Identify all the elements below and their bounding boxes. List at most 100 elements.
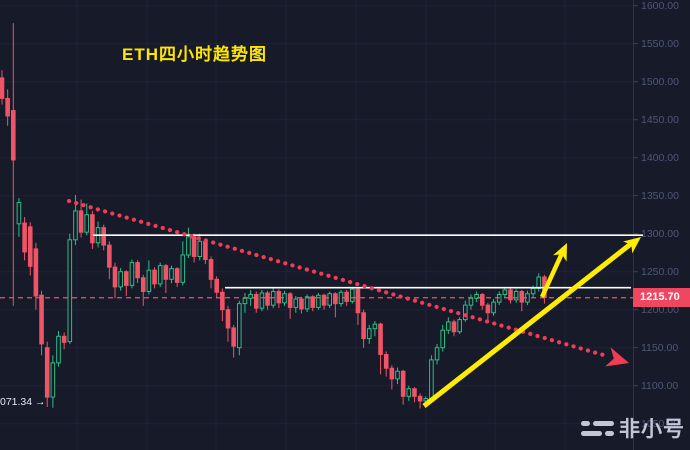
candle bbox=[502, 286, 508, 299]
candle bbox=[180, 241, 186, 286]
candle bbox=[361, 309, 366, 348]
candle bbox=[491, 299, 496, 316]
candle bbox=[146, 260, 152, 295]
price-axis-label: 1250.00 bbox=[641, 266, 679, 278]
candle bbox=[27, 222, 33, 276]
candle bbox=[22, 216, 27, 261]
candle bbox=[310, 295, 316, 312]
price-axis-label: 1100.00 bbox=[641, 380, 678, 392]
candle bbox=[78, 199, 84, 238]
candle bbox=[50, 355, 56, 408]
breakout-arrow-short-head bbox=[553, 243, 567, 262]
watermark-text: 非小号 bbox=[619, 418, 685, 441]
candle bbox=[519, 289, 525, 312]
candle bbox=[479, 292, 485, 310]
candle bbox=[400, 369, 406, 405]
candle bbox=[327, 291, 332, 309]
watermark: 非小号 bbox=[581, 413, 685, 443]
candle bbox=[11, 23, 16, 306]
candle bbox=[412, 387, 417, 403]
candle bbox=[304, 294, 310, 312]
candle bbox=[5, 89, 10, 126]
price-axis-label: 1050.00 bbox=[641, 418, 679, 430]
candle bbox=[434, 343, 440, 365]
candle bbox=[451, 319, 457, 337]
candle bbox=[33, 242, 39, 310]
candle bbox=[208, 256, 214, 289]
breakout-arrow-long-head bbox=[622, 237, 641, 254]
candle bbox=[174, 267, 180, 287]
candle bbox=[124, 270, 129, 297]
candle bbox=[44, 341, 50, 407]
candle bbox=[276, 289, 282, 309]
candle bbox=[225, 305, 231, 342]
candle bbox=[536, 273, 542, 292]
candle bbox=[468, 294, 474, 310]
candle bbox=[513, 289, 519, 303]
candle bbox=[39, 290, 44, 356]
candle bbox=[169, 265, 174, 284]
candle bbox=[16, 197, 22, 237]
candle bbox=[316, 292, 321, 310]
candle bbox=[248, 289, 253, 306]
candle bbox=[389, 365, 395, 390]
candle bbox=[56, 330, 61, 367]
candle bbox=[253, 291, 259, 313]
candle bbox=[383, 351, 389, 377]
candle bbox=[429, 355, 434, 401]
candle bbox=[333, 292, 338, 318]
candle bbox=[474, 291, 479, 303]
chart-title: ETH四小时趋势图 bbox=[122, 45, 267, 64]
price-axis-label: 1550.00 bbox=[641, 38, 679, 50]
candle bbox=[293, 296, 299, 313]
candle bbox=[90, 210, 95, 249]
candle bbox=[107, 241, 112, 280]
candle bbox=[463, 300, 468, 322]
candle bbox=[157, 262, 163, 287]
candle bbox=[140, 274, 146, 306]
candle bbox=[129, 259, 135, 289]
descending-trendline-arrowhead bbox=[605, 347, 629, 367]
price-axis[interactable]: 1600.00 1550.00 1500.00 1450.00 1400.00 1350.… bbox=[633, 0, 679, 450]
candle bbox=[350, 286, 355, 304]
candlestick-series bbox=[0, 23, 547, 409]
price-axis-label: 1600.00 bbox=[641, 0, 679, 12]
price-axis-label: 1350.00 bbox=[641, 190, 679, 202]
candle bbox=[214, 276, 219, 299]
candle bbox=[366, 324, 372, 344]
candle bbox=[378, 322, 383, 375]
candle bbox=[191, 233, 197, 263]
candle bbox=[395, 367, 400, 385]
candle bbox=[485, 302, 491, 322]
candle bbox=[508, 287, 513, 304]
candle bbox=[112, 262, 118, 299]
footer-price-label: 071.34 → bbox=[0, 396, 46, 408]
candle bbox=[135, 260, 140, 284]
price-axis-label: 1150.00 bbox=[641, 342, 678, 354]
candle bbox=[61, 332, 67, 350]
breakout-arrow-short bbox=[539, 250, 566, 298]
breakout-arrow-long bbox=[422, 241, 634, 408]
candle bbox=[287, 292, 293, 319]
candle bbox=[118, 267, 123, 291]
candle bbox=[321, 293, 327, 310]
candle bbox=[163, 264, 169, 293]
candle bbox=[259, 289, 265, 312]
candle bbox=[0, 70, 5, 105]
candle bbox=[417, 393, 423, 409]
candle bbox=[440, 324, 445, 352]
candle bbox=[446, 317, 451, 335]
grid bbox=[0, 0, 633, 450]
price-axis-label: 1400.00 bbox=[641, 152, 679, 164]
current-price-badge: 1215.70 bbox=[633, 288, 690, 308]
candle bbox=[237, 300, 242, 356]
candle bbox=[299, 296, 304, 314]
candle bbox=[152, 267, 157, 289]
candle bbox=[372, 321, 378, 337]
candle bbox=[406, 385, 412, 401]
candle bbox=[457, 317, 462, 335]
price-axis-label: 1300.00 bbox=[641, 228, 679, 240]
price-axis-label: 1450.00 bbox=[641, 114, 679, 126]
